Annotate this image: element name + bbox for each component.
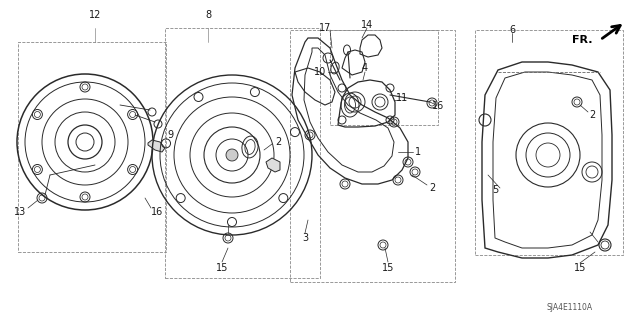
Text: 14: 14	[361, 20, 373, 30]
Polygon shape	[148, 140, 165, 152]
Bar	[330, 30, 438, 125]
Text: 10: 10	[314, 67, 326, 77]
Text: 13: 13	[14, 207, 26, 217]
Text: 2: 2	[429, 183, 435, 193]
Text: 9: 9	[167, 130, 173, 140]
Bar	[475, 30, 623, 255]
Bar	[18, 42, 166, 252]
Text: 2: 2	[275, 137, 281, 147]
Text: 8: 8	[205, 10, 211, 20]
Text: 12: 12	[89, 10, 101, 20]
Text: 1: 1	[415, 147, 421, 157]
Text: 16: 16	[151, 207, 163, 217]
Text: 6: 6	[509, 25, 515, 35]
Text: 3: 3	[302, 233, 308, 243]
Text: 4: 4	[362, 63, 368, 73]
Text: SJA4E1110A: SJA4E1110A	[547, 303, 593, 313]
Text: 15: 15	[382, 263, 394, 273]
Text: 15: 15	[216, 263, 228, 273]
Text: 5: 5	[492, 185, 498, 195]
Text: FR.: FR.	[572, 35, 592, 45]
Polygon shape	[266, 158, 280, 172]
Bar	[165, 28, 320, 278]
Bar	[290, 30, 455, 282]
Text: 17: 17	[319, 23, 331, 33]
Text: 16: 16	[432, 101, 444, 111]
Text: 2: 2	[589, 110, 595, 120]
Circle shape	[226, 149, 238, 161]
Text: 15: 15	[574, 263, 586, 273]
Text: 11: 11	[396, 93, 408, 103]
